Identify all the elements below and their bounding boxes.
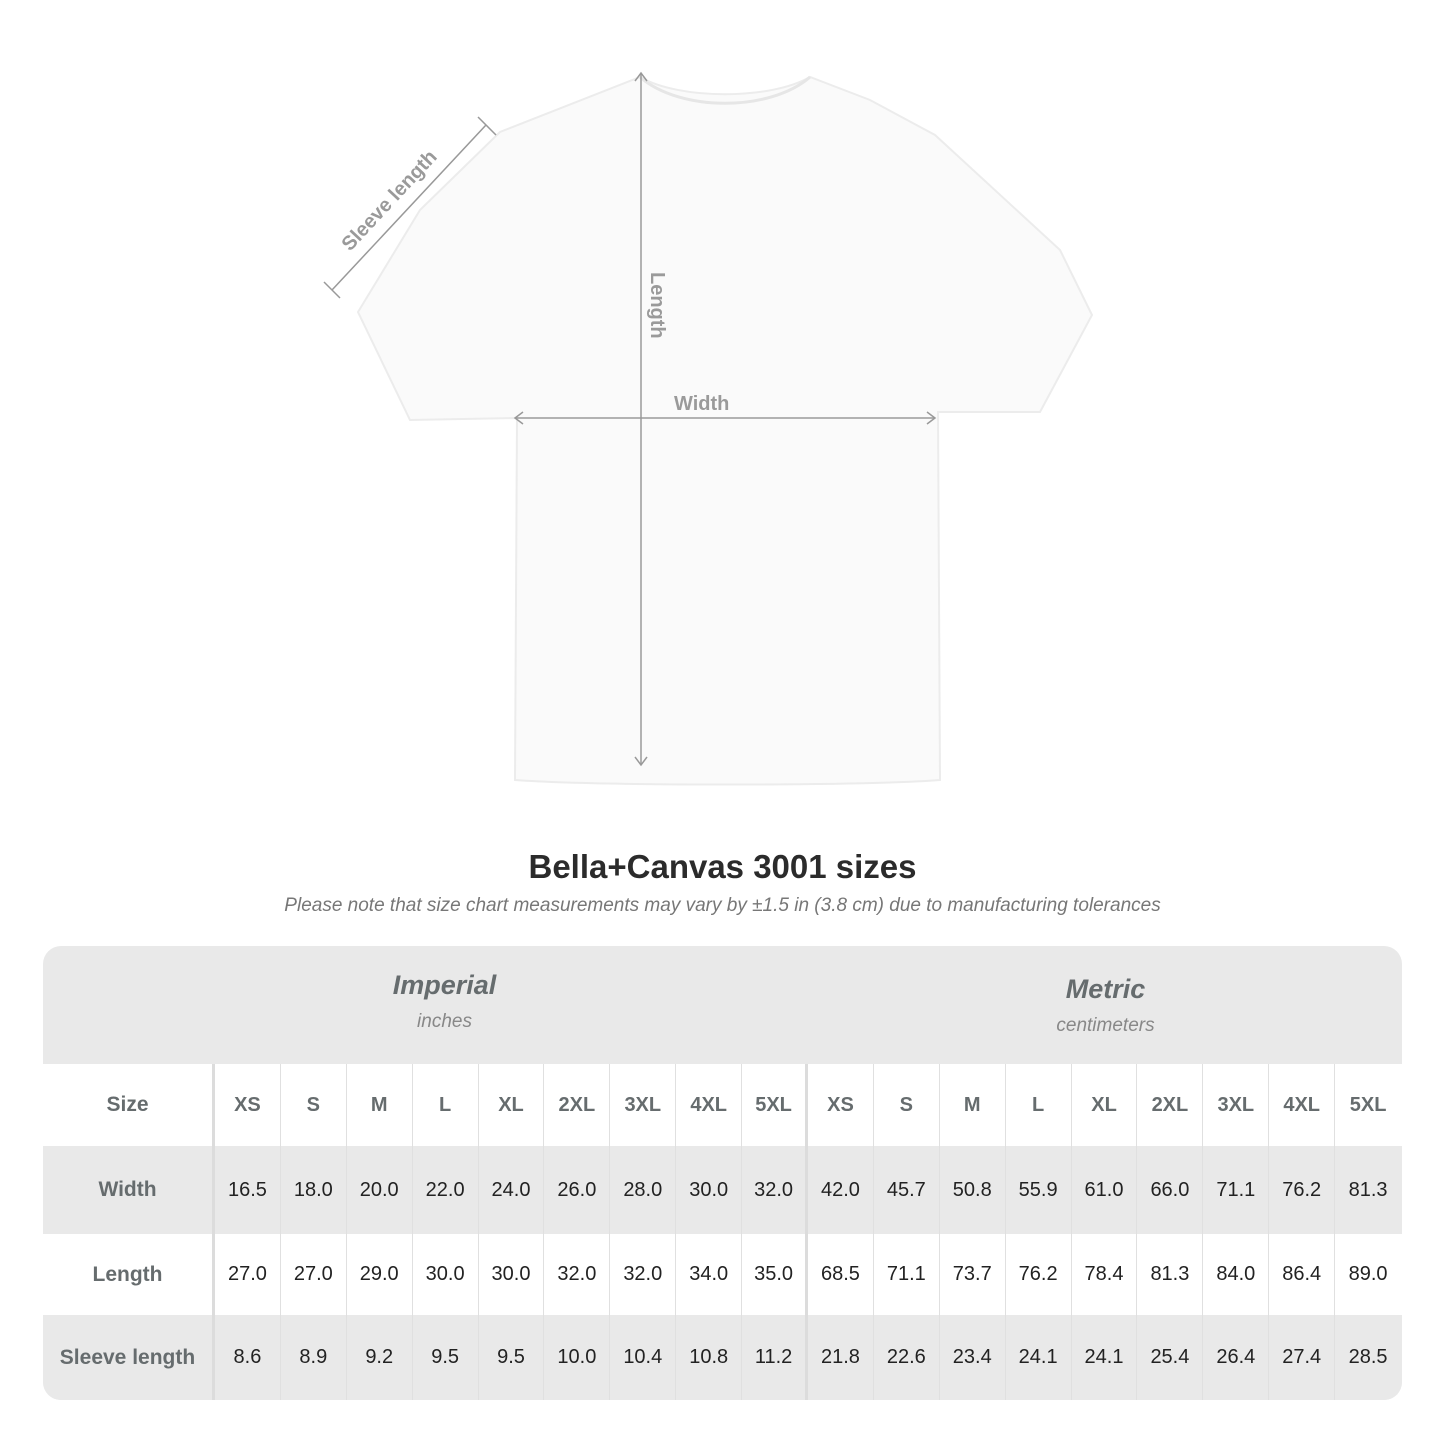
cell-metric: 86.4: [1269, 1234, 1336, 1315]
size-header-imperial: 5XL: [742, 1064, 809, 1146]
cell-metric: 84.0: [1203, 1234, 1270, 1315]
size-header-metric: L: [1006, 1064, 1072, 1146]
cell-metric: 42.0: [808, 1146, 874, 1234]
tshirt-collar: [639, 75, 811, 105]
size-header-imperial: 4XL: [676, 1064, 743, 1146]
cell-metric: 68.5: [808, 1234, 874, 1315]
cell-metric: 81.3: [1348, 1178, 1388, 1201]
cell-imperial: 20.0: [347, 1146, 413, 1234]
cell-imperial: 28.0: [610, 1146, 677, 1234]
cell-imperial: 30.0: [413, 1234, 479, 1315]
length-label: Length: [646, 272, 668, 339]
table-row: Length 27.0 27.0 29.0 30.0 30.0 32.0 32.0 34.0 35…: [43, 1234, 1402, 1315]
cell-metric: 71.1: [874, 1234, 940, 1315]
size-header-metric: 3XL: [1203, 1064, 1270, 1146]
cell-imperial: 30.0: [676, 1146, 743, 1234]
size-header-metric: XS: [808, 1064, 874, 1146]
cell-metric: 26.4: [1203, 1315, 1270, 1400]
cell-imperial: 26.0: [544, 1146, 611, 1234]
cell-imperial: 10.4: [610, 1315, 677, 1400]
cell-metric: 71.1: [1203, 1146, 1270, 1234]
cell-imperial: 30.0: [479, 1234, 545, 1315]
table-header-row: Size XS S M L XL 2XL 3XL 4XL 5XL XS S M L XL 2XL 3XL 4XL 5…: [43, 1064, 1402, 1146]
imperial-unit: inches: [417, 1011, 472, 1032]
cell-metric: 24.1: [1072, 1315, 1138, 1400]
cell-metric: 25.4: [1137, 1315, 1204, 1400]
tshirt-diagram: Sleeve length Length Width: [323, 71, 1094, 786]
cell-imperial: 8.6: [215, 1315, 281, 1400]
cell-metric: 21.8: [808, 1315, 874, 1400]
cell-metric: 55.9: [1006, 1146, 1072, 1234]
cell-metric: 78.4: [1072, 1234, 1138, 1315]
sleeve-line: [331, 124, 487, 291]
cell-imperial: 11.2: [742, 1315, 809, 1400]
page-title: Bella+Canvas 3001 sizes: [528, 848, 917, 885]
cell-imperial: 10.0: [544, 1315, 611, 1400]
cell-metric: 73.7: [940, 1234, 1006, 1315]
cell-imperial: 18.0: [281, 1146, 347, 1234]
cell-imperial: 27.0: [281, 1234, 347, 1315]
cell-metric: 22.6: [874, 1315, 940, 1400]
size-header-imperial: XS: [215, 1064, 281, 1146]
cell-imperial: 16.5: [215, 1146, 281, 1234]
row-label: Sleeve length: [43, 1315, 215, 1400]
size-table: Imperial inches Metric centimeters Size X…: [43, 946, 1402, 1400]
metric-header: Metric centimeters: [809, 974, 1402, 1037]
imperial-title: Imperial: [392, 970, 497, 1000]
sleeve-ticks: [323, 116, 497, 299]
tshirt-shape: [356, 75, 1094, 786]
size-header-imperial: L: [413, 1064, 479, 1146]
cell-imperial: 9.2: [347, 1315, 413, 1400]
size-header-metric: 4XL: [1269, 1064, 1336, 1146]
cell-metric: 27.4: [1269, 1315, 1336, 1400]
size-header-imperial: M: [347, 1064, 413, 1146]
cell-imperial: 22.0: [413, 1146, 479, 1234]
size-header-imperial: 3XL: [610, 1064, 677, 1146]
cell-imperial: 27.0: [215, 1234, 281, 1315]
length-arrows: [634, 71, 648, 767]
cell-metric: 76.2: [1006, 1234, 1072, 1315]
cell-metric: 81.3: [1137, 1234, 1204, 1315]
table-row: Width 16.5 18.0 20.0 22.0 24.0 26.0 28.0 30.0 32.…: [43, 1146, 1402, 1234]
cell-metric: 28.5: [1348, 1346, 1388, 1368]
imperial-header: Imperial inches: [215, 970, 674, 1033]
cell-imperial: 8.9: [281, 1315, 347, 1400]
cell-metric: 66.0: [1137, 1146, 1204, 1234]
size-header-metric: XL: [1072, 1064, 1138, 1146]
metric-title: Metric: [1065, 974, 1146, 1004]
cell-imperial: 29.0: [347, 1234, 413, 1315]
cell-metric: 76.2: [1269, 1146, 1336, 1234]
cell-metric: 45.7: [874, 1146, 940, 1234]
cell-imperial: 24.0: [479, 1146, 545, 1234]
size-header-metric: 5XL: [1349, 1093, 1387, 1116]
size-header-metric: S: [874, 1064, 940, 1146]
cell-metric: 23.4: [940, 1315, 1006, 1400]
width-arrows: [513, 411, 937, 425]
size-header-imperial: 2XL: [544, 1064, 611, 1146]
size-header-metric: 2XL: [1137, 1064, 1204, 1146]
size-header-imperial: S: [281, 1064, 347, 1146]
cell-imperial: 35.0: [742, 1234, 809, 1315]
size-header-metric: M: [940, 1064, 1006, 1146]
cell-imperial: 32.0: [610, 1234, 677, 1315]
table-row: Sleeve length 8.6 8.9 9.2 9.5 9.5 10.0 10.4 10.8…: [43, 1315, 1402, 1400]
row-label: Width: [43, 1146, 215, 1234]
cell-imperial: 32.0: [544, 1234, 611, 1315]
row-label: Length: [43, 1234, 215, 1315]
tolerance-note: Please note that size chart measurements…: [284, 895, 1161, 916]
cell-metric: 89.0: [1348, 1263, 1388, 1285]
cell-imperial: 9.5: [413, 1315, 479, 1400]
cell-metric: 24.1: [1006, 1315, 1072, 1400]
cell-metric: 61.0: [1072, 1146, 1138, 1234]
cell-imperial: 10.8: [676, 1315, 743, 1400]
size-header-imperial: XL: [479, 1064, 545, 1146]
metric-unit: centimeters: [1056, 1015, 1155, 1036]
cell-metric: 50.8: [940, 1146, 1006, 1234]
width-label: Width: [674, 393, 729, 415]
cell-imperial: 32.0: [742, 1146, 809, 1234]
size-label: Size: [43, 1064, 215, 1146]
cell-imperial: 34.0: [676, 1234, 743, 1315]
cell-imperial: 9.5: [479, 1315, 545, 1400]
